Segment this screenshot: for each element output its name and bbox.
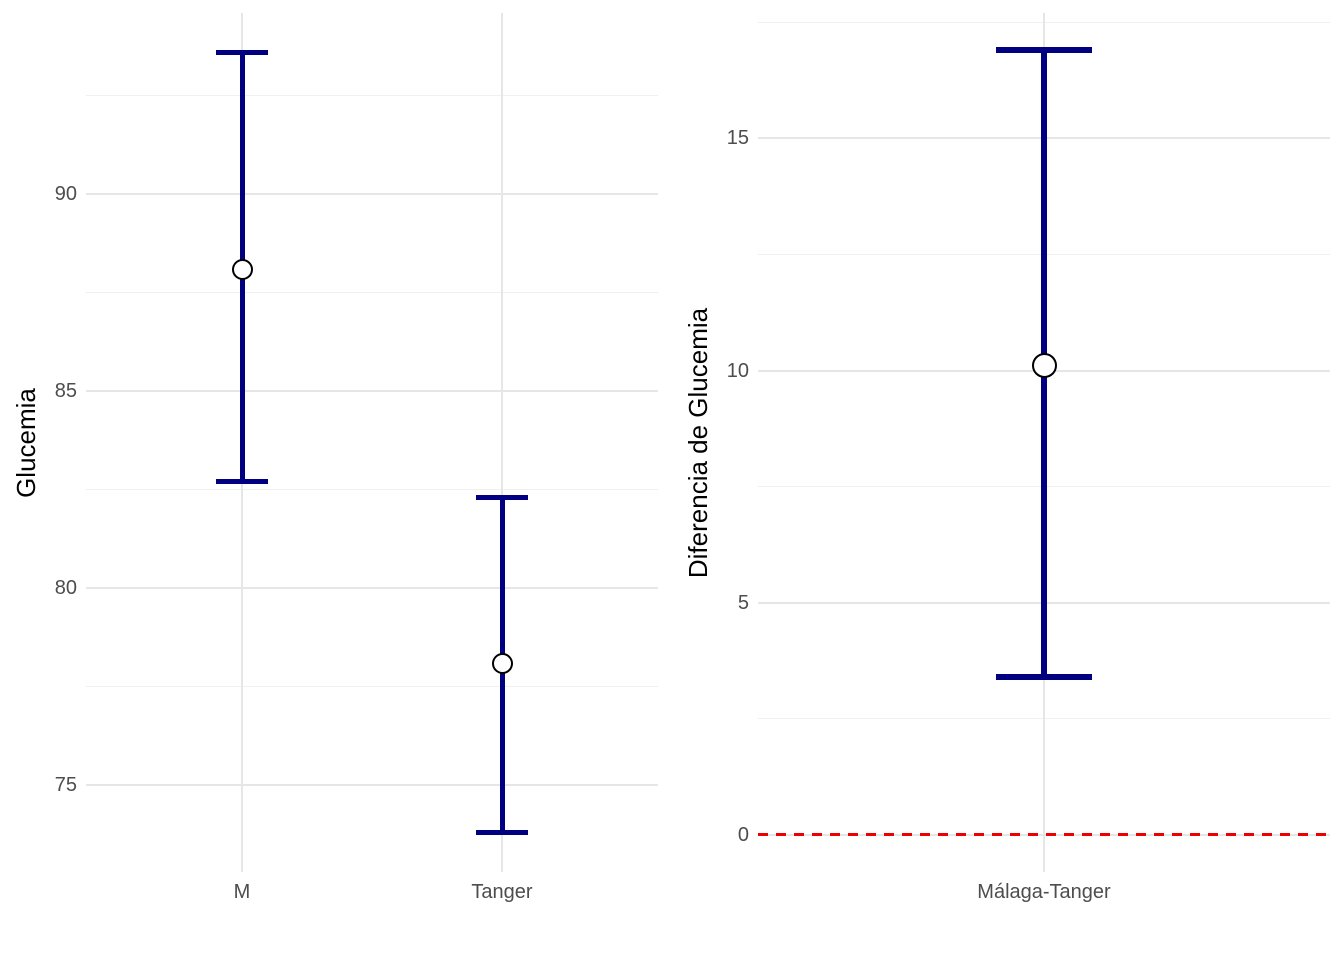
zero-reference-line <box>758 833 1330 837</box>
gridline-major <box>86 193 658 196</box>
x-tick-label: Tanger <box>471 881 533 903</box>
gridline-minor <box>86 686 658 688</box>
x-tick-label: Málaga-Tanger <box>977 881 1111 903</box>
y-tick-label: 5 <box>737 591 749 614</box>
errorbar-cap-bottom <box>996 673 1092 680</box>
y-axis-title-diferencia: Diferencia de Glucemia <box>683 307 713 579</box>
y-tick-label: 15 <box>726 127 749 150</box>
glucemia-figure: Glucemia 75 80 85 90 M Tanger <box>11 13 658 903</box>
x-tick-label: M <box>233 881 251 903</box>
errorbar-cap-bottom <box>476 830 528 836</box>
data-point <box>1031 353 1057 379</box>
gridline-major <box>86 587 658 590</box>
errorbar-cap-top <box>996 47 1092 54</box>
diferencia-plot-panel <box>758 13 1330 872</box>
gridline-vertical <box>501 13 503 872</box>
glucemia-plot-panel <box>86 13 658 872</box>
data-point <box>491 652 513 674</box>
y-tick-label: 75 <box>54 774 77 797</box>
gridline-major <box>86 390 658 393</box>
gridline-minor <box>86 489 658 491</box>
errorbar-cap-top <box>476 495 528 501</box>
gridline-minor <box>86 95 658 97</box>
errorbar-cap-top <box>216 49 268 55</box>
errorbar-cap-bottom <box>216 479 268 485</box>
y-tick-label: 85 <box>54 380 77 403</box>
data-point <box>231 258 253 280</box>
diferencia-figure: Diferencia de Glucemia 0 5 10 15 Málaga-Tang… <box>672 0 1344 960</box>
y-tick-label: 10 <box>726 359 749 382</box>
y-tick-label: 80 <box>54 577 77 600</box>
gridline-minor <box>86 292 658 294</box>
y-tick-label: 0 <box>737 823 749 846</box>
y-tick-label: 90 <box>54 183 77 206</box>
gridline-major <box>86 784 658 787</box>
